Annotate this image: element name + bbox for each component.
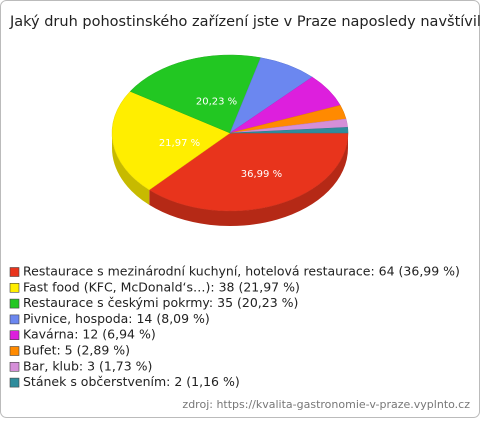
legend-label: Bar, klub: 3 (1,73 %) [23, 358, 152, 373]
legend-label: Stánek s občerstvením: 2 (1,16 %) [23, 374, 240, 389]
slice [111, 91, 231, 191]
legend-label: Bufet: 5 (2,89 %) [23, 343, 130, 358]
slice-label: 21,97 % [159, 138, 200, 149]
legend-label: Restaurace s českými pokrmy: 35 (20,23 %… [23, 295, 298, 310]
chart-title: Jaký druh pohostinského zařízení jste v … [9, 14, 480, 30]
slice-side [149, 133, 348, 226]
legend-label: Pivnice, hospoda: 14 (8,09 %) [23, 311, 210, 326]
slice [229, 127, 349, 134]
legend-swatch [9, 361, 20, 372]
slice-label: 36,99 % [241, 169, 282, 180]
legend-label: Kavárna: 12 (6,94 %) [23, 327, 156, 342]
legend-label: Fast food (KFC, McDonald‘s…): 38 (21,97 … [23, 279, 300, 294]
source: zdroj: https://kvalita-gastronomie-v-pra… [182, 398, 470, 411]
legend-swatch [9, 346, 20, 356]
slice [148, 132, 349, 212]
slice [129, 54, 262, 134]
slice-side [112, 133, 150, 205]
legend-swatch [9, 282, 20, 293]
legend-swatch [9, 377, 20, 388]
legend-swatch [9, 330, 20, 341]
legend-label: Restaurace s mezinárodní kuchyní, hotelo… [23, 264, 460, 279]
legend-swatch [9, 298, 20, 309]
slice-label: 20,23 % [196, 97, 237, 108]
legend-swatch [9, 314, 20, 325]
legend-swatch [9, 267, 20, 277]
